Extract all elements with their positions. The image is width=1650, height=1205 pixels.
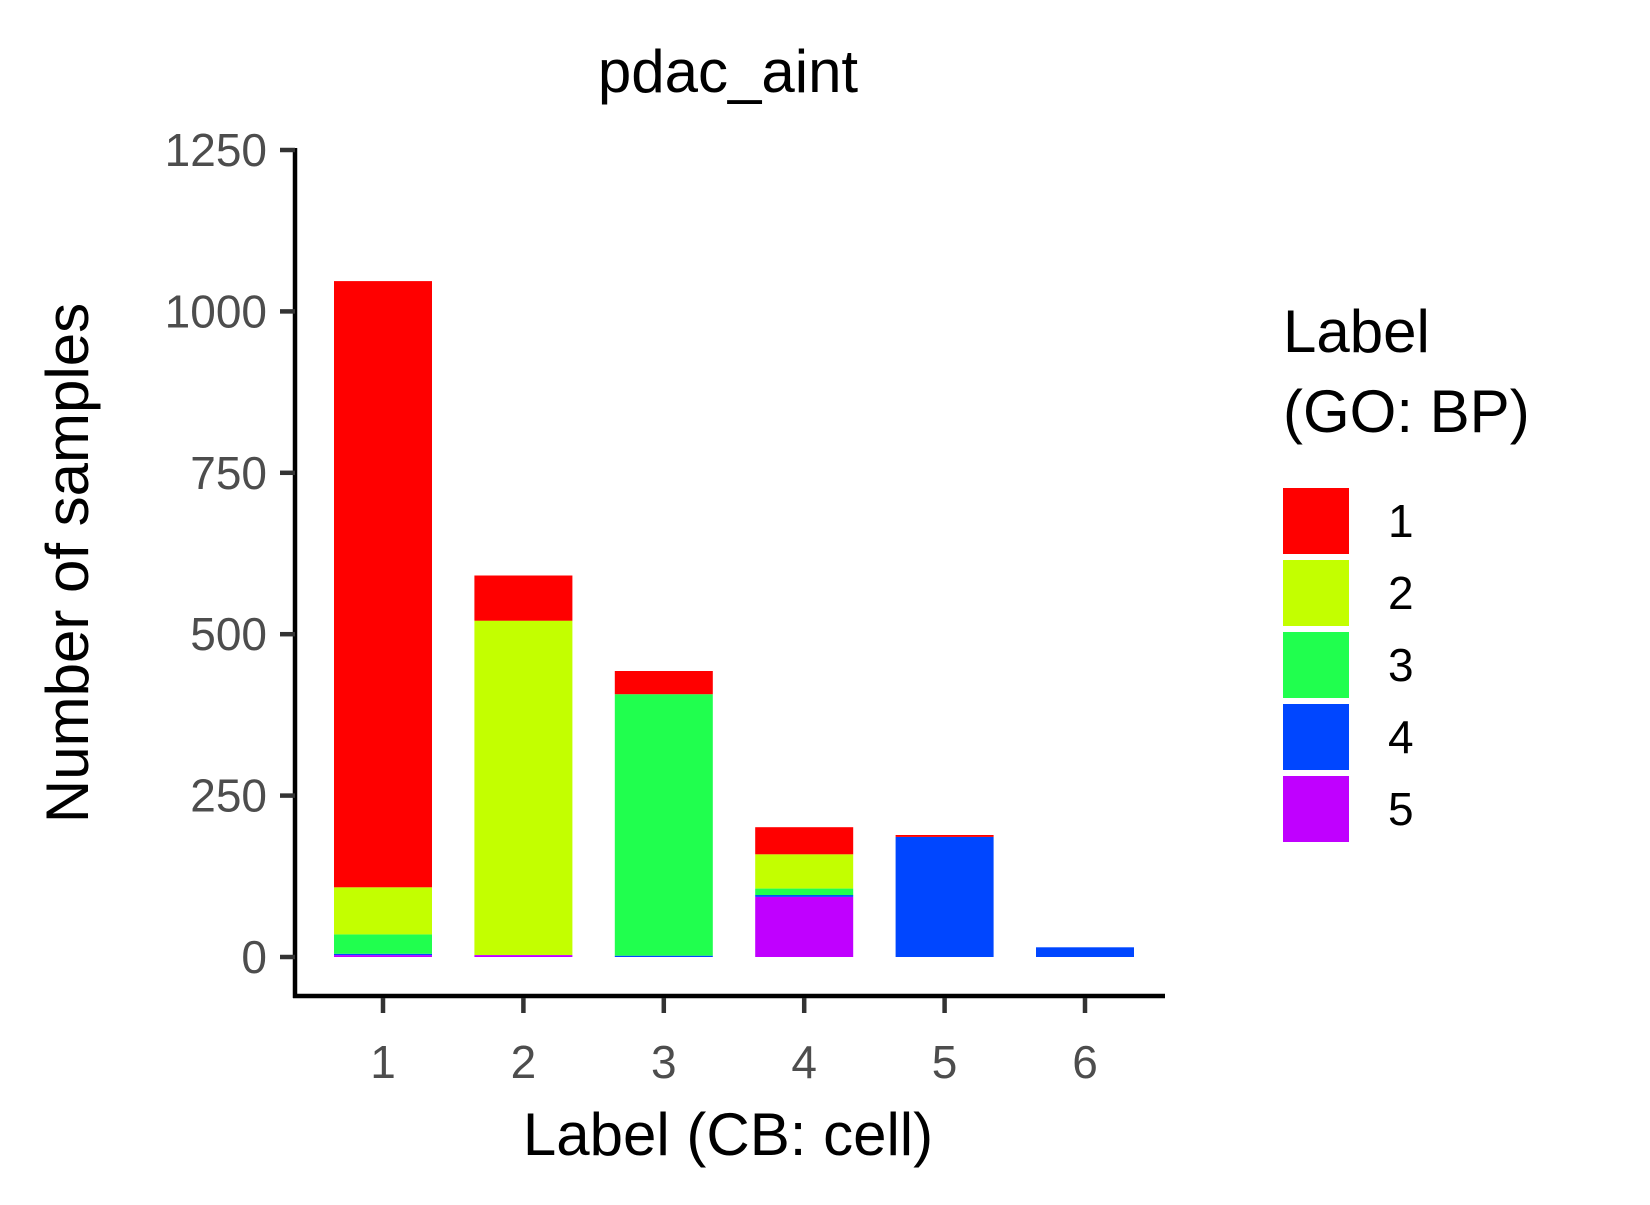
legend-title-line: (GO: BP) [1283,378,1530,445]
x-tick-label: 1 [370,1036,396,1088]
axes-layer: 0 250 500 750 1000 1250 1 2 3 4 5 6 [165,124,1165,1088]
y-tick-label: 750 [190,447,267,499]
y-tick-label: 1000 [165,285,267,337]
legend-key-5 [1283,776,1349,842]
bar-segment-cat3-label3 [614,694,713,956]
bar-segment-cat6-label4 [1036,947,1134,957]
bar-segment-cat1-label4 [334,953,432,956]
bar-segment-cat5-label1 [895,835,994,837]
bar-segment-cat1-label5 [334,955,432,957]
legend-key-1 [1283,488,1349,554]
legend-key-4 [1283,704,1349,770]
chart-title: pdac_aint [598,38,859,105]
legend-label-5: 5 [1388,783,1414,835]
y-tick-label: 0 [241,931,267,983]
legend-label-1: 1 [1388,495,1414,547]
y-tick-label: 1250 [165,124,267,176]
bar-segment-cat4-label4 [755,895,854,897]
bar-segment-cat4-label1 [755,827,854,855]
legend-label-2: 2 [1388,567,1414,619]
x-tick-label: 3 [651,1036,677,1088]
bar-segment-cat4-label3 [755,888,854,896]
legend-title-line: Label [1283,298,1430,365]
bar-segment-cat3-label1 [614,671,713,695]
bar-segment-cat3-label4 [614,955,713,957]
x-tick-label: 2 [511,1036,537,1088]
bar-segment-cat5-label4 [895,836,994,957]
bar-segment-cat1-label2 [334,887,432,935]
x-axis-title: Label (CB: cell) [523,1101,933,1168]
legend-key-2 [1283,560,1349,626]
y-axis-title: Number of samples [34,303,101,823]
x-tick-label: 4 [791,1036,817,1088]
bar-segment-cat1-label3 [334,934,432,954]
bar-segment-cat2-label2 [474,620,573,955]
bar-segment-cat2-label1 [474,575,573,621]
y-tick-label: 250 [190,770,267,822]
legend-label-4: 4 [1388,711,1414,763]
x-tick-label: 6 [1072,1036,1098,1088]
y-tick-label: 500 [190,608,267,660]
bar-segment-cat4-label5 [755,897,854,957]
bar-segment-cat1-label1 [334,281,432,888]
bar-segment-cat2-label5 [474,955,573,957]
bar-segment-cat4-label2 [755,854,854,889]
legend-key-3 [1283,632,1349,698]
legend: Label (GO: BP) 1 2 3 4 5 [1283,298,1530,842]
x-tick-label: 5 [932,1036,958,1088]
legend-label-3: 3 [1388,639,1414,691]
bars-layer [334,281,1134,957]
